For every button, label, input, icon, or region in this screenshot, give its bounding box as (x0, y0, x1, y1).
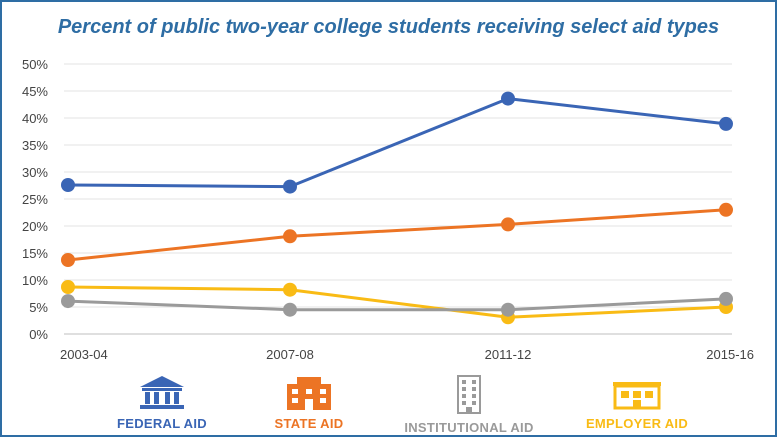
legend-institutional-aid: INSTITUTIONAL AID (379, 374, 559, 435)
data-point-institutional-aid (61, 294, 75, 309)
y-tick-label: 45% (22, 84, 48, 99)
y-tick-label: 15% (22, 246, 48, 261)
legend-state-aid: STATE AID (219, 374, 399, 431)
data-point-institutional-aid (719, 291, 733, 306)
series-line-institutional-aid (67, 297, 727, 312)
y-tick-label: 5% (29, 300, 48, 315)
data-point-federal-aid (61, 178, 75, 192)
office-tower-icon (457, 375, 481, 414)
y-tick-label: 0% (29, 327, 48, 342)
series-line-federal-aid (67, 97, 727, 189)
y-tick-label: 40% (22, 111, 48, 126)
y-tick-label: 25% (22, 192, 48, 207)
data-point-institutional-aid (501, 302, 515, 317)
series-line-employer-aid (67, 285, 727, 319)
data-point-employer-aid (283, 282, 297, 297)
state-building-icon (287, 377, 331, 410)
data-point-state-aid (501, 217, 515, 232)
y-tick-label: 30% (22, 165, 48, 180)
data-point-state-aid (719, 202, 733, 217)
data-point-institutional-aid (283, 302, 297, 317)
legend-label-federal-aid: FEDERAL AID (117, 416, 207, 431)
chart-title: Percent of public two-year college stude… (57, 16, 720, 38)
y-tick-label: 20% (22, 219, 48, 234)
legend-label-state-aid: STATE AID (274, 416, 344, 431)
x-tick-label: 2015-16 (706, 347, 754, 362)
data-point-state-aid (61, 253, 75, 267)
data-point-employer-aid (61, 280, 75, 294)
bank-icon (140, 376, 184, 409)
x-tick-label: 2011-12 (485, 347, 532, 362)
series-line-state-aid (67, 208, 727, 262)
legend-label-institutional-aid: INSTITUTIONAL AID (404, 420, 534, 435)
y-tick-label: 50% (22, 57, 48, 72)
y-tick-label: 35% (22, 138, 48, 153)
x-tick-label: 2007-08 (266, 347, 314, 362)
data-point-federal-aid (501, 91, 515, 106)
factory-icon (613, 382, 661, 410)
y-tick-label: 10% (22, 273, 48, 288)
legend-employer-aid: EMPLOYER AID (547, 374, 727, 431)
legend-federal-aid: FEDERAL AID (72, 374, 252, 431)
legend-label-employer-aid: EMPLOYER AID (585, 416, 689, 431)
data-point-federal-aid (719, 116, 733, 131)
x-tick-label: 2003-04 (60, 347, 108, 362)
data-point-federal-aid (283, 179, 297, 194)
data-point-state-aid (283, 229, 297, 244)
